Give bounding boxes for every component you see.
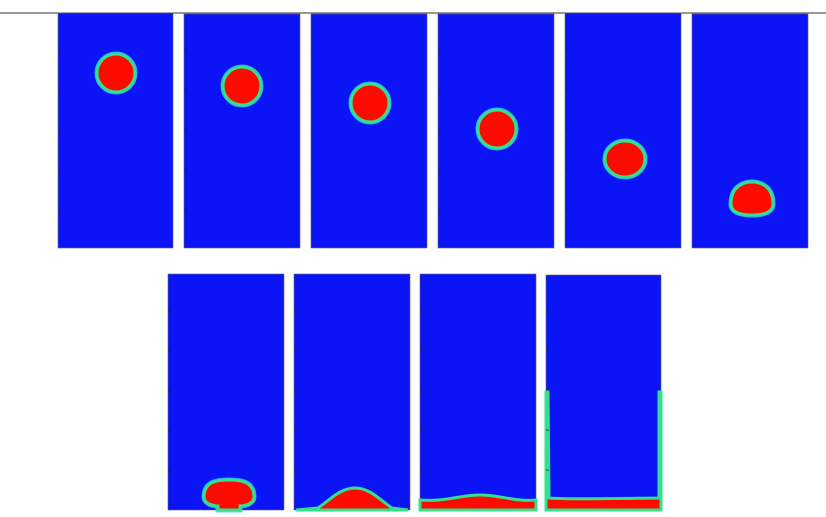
frame-5 (564, 12, 682, 249)
domain (564, 12, 682, 249)
frame-3 (310, 13, 428, 249)
droplet (202, 478, 256, 512)
frame-10 (544, 274, 663, 512)
domain (57, 12, 174, 249)
frame-1 (57, 12, 174, 249)
domain (545, 274, 662, 511)
film (544, 390, 663, 512)
axis-ticks (58, 49, 568, 471)
frame-2 (183, 13, 301, 249)
droplet (221, 65, 263, 107)
droplet (729, 180, 775, 217)
domain (293, 273, 411, 511)
frame-8 (293, 273, 411, 512)
droplet (95, 52, 137, 94)
film (418, 493, 538, 512)
droplet (349, 82, 391, 124)
droplet (295, 486, 409, 512)
droplet (476, 108, 518, 150)
domain (183, 13, 301, 249)
frame-4 (437, 13, 555, 249)
domain (167, 273, 285, 511)
tick-marks (58, 49, 568, 471)
frame-7 (167, 273, 285, 513)
frame-6 (691, 13, 809, 249)
frame-9 (418, 273, 538, 512)
domain (419, 273, 537, 511)
droplet (603, 139, 647, 179)
domain (310, 13, 428, 249)
